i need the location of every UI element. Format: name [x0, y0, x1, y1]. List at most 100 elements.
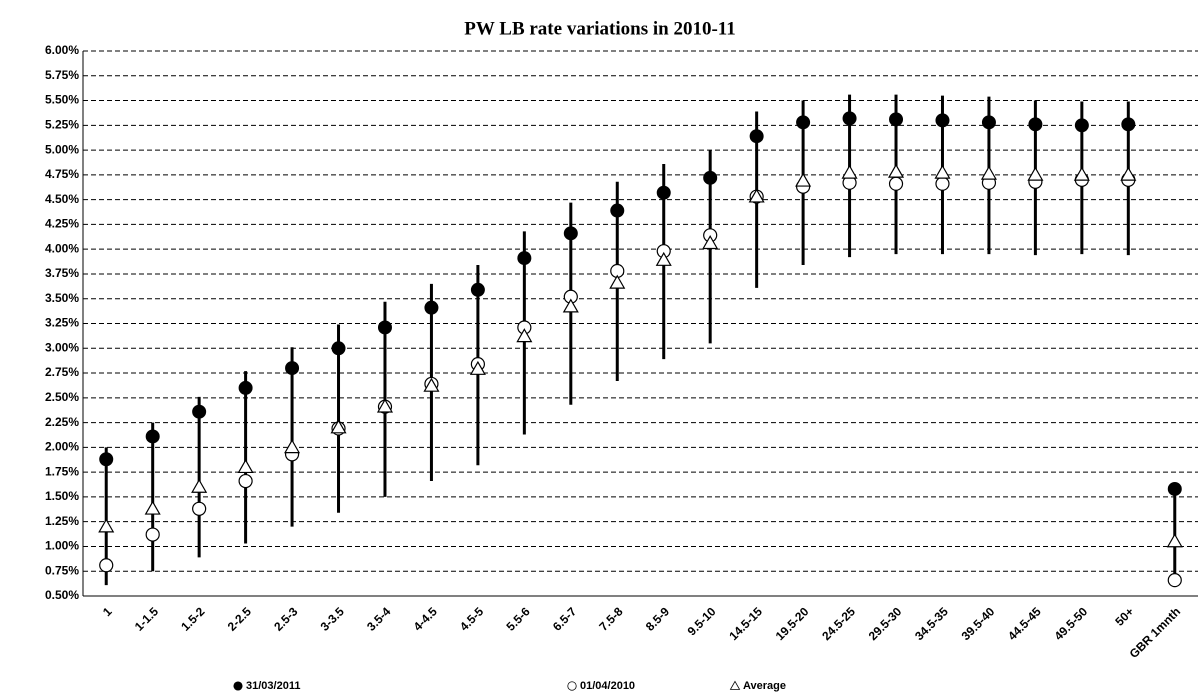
legend-label: 01/04/2010 [580, 680, 635, 692]
marker [655, 251, 672, 266]
x-tick-label: 5.5-6 [503, 604, 532, 633]
y-tick-label: 0.50% [45, 588, 79, 602]
marker [795, 172, 812, 187]
marker [145, 429, 160, 444]
legend-label: Average [743, 680, 786, 692]
marker [841, 164, 858, 179]
x-tick-label: 9.5-10 [685, 604, 719, 638]
y-tick-label: 5.25% [45, 117, 79, 131]
x-tick-label: 1 [100, 604, 115, 619]
x-tick-label: 2-2.5 [225, 604, 254, 633]
marker [703, 170, 718, 185]
x-tick-label: 34.5-35 [912, 604, 951, 643]
marker [888, 176, 904, 191]
marker [237, 458, 254, 474]
y-tick-label: 2.00% [45, 440, 79, 454]
y-tick-label: 6.00% [45, 43, 79, 57]
marker [656, 185, 671, 200]
y-tick-label: 1.50% [45, 489, 79, 503]
y-tick-label: 0.75% [45, 563, 79, 577]
x-tick-label: 44.5-45 [1005, 604, 1044, 643]
marker [377, 320, 392, 335]
marker [935, 113, 950, 128]
marker [285, 361, 300, 376]
y-tick-label: 2.25% [45, 415, 79, 429]
y-tick-label: 5.75% [45, 68, 79, 82]
marker [191, 478, 208, 493]
x-tick-label: 39.5-40 [959, 604, 998, 643]
marker [562, 298, 579, 313]
marker [842, 111, 857, 126]
chart-title: PW LB rate variations in 2010-11 [464, 18, 735, 39]
marker [330, 419, 347, 434]
legend-label: 31/03/2011 [246, 680, 300, 692]
legend-symbol [567, 681, 577, 691]
marker [99, 558, 114, 573]
marker [99, 452, 114, 467]
x-tick-label: 7.5-8 [596, 604, 625, 633]
y-tick-label: 2.75% [45, 365, 79, 379]
y-tick-label: 1.25% [45, 514, 79, 528]
x-tick-label: 29.5-30 [866, 604, 905, 643]
x-tick-label: 4-4.5 [411, 604, 440, 633]
marker [238, 473, 253, 489]
x-tick-label: 2.5-3 [271, 604, 300, 633]
x-tick-label: 50+ [1112, 604, 1136, 628]
y-tick-label: 2.50% [45, 390, 79, 404]
legend-symbol [729, 680, 741, 690]
marker [980, 165, 997, 180]
marker [145, 527, 160, 542]
x-tick-label: 6.5-7 [550, 604, 579, 633]
y-tick-label: 4.25% [45, 217, 79, 231]
y-tick-label: 3.75% [45, 266, 79, 280]
marker [1120, 166, 1137, 181]
marker [887, 163, 905, 178]
x-tick-label: 14.5-15 [726, 604, 765, 643]
marker [749, 129, 764, 144]
marker [610, 203, 625, 218]
marker [423, 377, 440, 392]
marker [1028, 117, 1043, 132]
marker [1073, 166, 1090, 181]
marker [98, 518, 115, 533]
marker [1167, 481, 1182, 496]
marker [284, 439, 301, 454]
y-tick-label: 5.00% [45, 142, 79, 156]
y-tick-label: 4.00% [45, 241, 79, 255]
marker [469, 360, 486, 375]
marker [796, 115, 811, 130]
marker [563, 226, 578, 241]
marker [889, 112, 904, 127]
marker [1166, 533, 1183, 548]
marker [424, 300, 439, 315]
marker [748, 188, 765, 203]
x-tick-label: 8.5-9 [643, 604, 672, 633]
y-tick-label: 5.50% [45, 93, 79, 107]
marker [1027, 166, 1044, 181]
x-tick-label: 1.5-2 [178, 604, 207, 633]
marker [331, 341, 346, 356]
y-tick-label: 3.50% [45, 291, 79, 305]
marker [935, 176, 950, 191]
x-tick-label: 19.5-20 [773, 604, 812, 643]
y-tick-label: 4.75% [45, 167, 79, 181]
x-tick-label: 4.5-5 [457, 604, 486, 633]
x-tick-label: 3-3.5 [318, 604, 347, 633]
legend-symbol [233, 681, 243, 691]
x-tick-label: 3.5-4 [364, 604, 393, 633]
y-tick-label: 3.00% [45, 340, 79, 354]
marker [1074, 118, 1089, 133]
marker [981, 115, 996, 130]
x-tick-label: 1-1.5 [132, 604, 161, 633]
marker [238, 380, 253, 395]
marker [192, 404, 207, 419]
marker [376, 398, 394, 413]
x-tick-label: 24.5-25 [819, 604, 858, 643]
y-tick-label: 4.50% [45, 192, 79, 206]
marker [470, 282, 485, 297]
marker [192, 501, 207, 516]
marker [934, 164, 951, 179]
y-tick-label: 1.00% [45, 539, 79, 553]
